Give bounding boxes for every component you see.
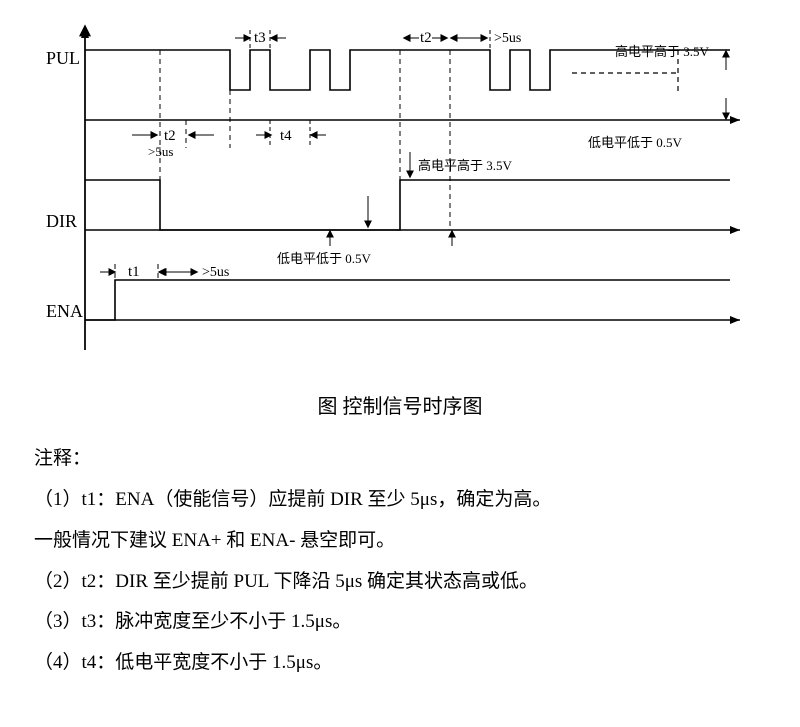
signal-label-ena: ENA xyxy=(46,301,83,321)
t4-label: t4 xyxy=(280,128,292,144)
pul-high-label: 高电平高于 3.5V xyxy=(615,44,710,59)
pul-5us-label: >5us xyxy=(494,31,521,46)
note-item: （1）t1：ENA（使能信号）应提前 DIR 至少 5μs，确定为高。 xyxy=(34,480,770,521)
t3-label: t3 xyxy=(254,30,266,46)
t2-top-label: t2 xyxy=(420,30,432,46)
t2-left-label: t2 xyxy=(164,128,176,144)
dir-high-label: 高电平高于 3.5V xyxy=(418,158,513,173)
figure-caption: 图 控制信号时序图 xyxy=(30,390,770,419)
timing-diagram: PUL DIR ENA xyxy=(30,20,770,370)
note-item: 一般情况下建议 ENA+ 和 ENA- 悬空即可。 xyxy=(34,521,770,562)
ena-waveform xyxy=(85,280,730,320)
signal-label-pul: PUL xyxy=(46,48,80,68)
t1-label: t1 xyxy=(128,264,140,280)
t2-left-sub: >5us xyxy=(148,144,173,159)
notes-heading: 注释： xyxy=(34,439,770,480)
dir-waveform xyxy=(85,180,730,230)
note-item: （4）t4：低电平宽度不小于 1.5μs。 xyxy=(34,643,770,684)
ena-5us-label: >5us xyxy=(202,265,229,280)
notes-section: 注释： （1）t1：ENA（使能信号）应提前 DIR 至少 5μs，确定为高。 … xyxy=(30,439,770,684)
note-item: （3）t3：脉冲宽度至少不小于 1.5μs。 xyxy=(34,602,770,643)
note-item: （2）t2：DIR 至少提前 PUL 下降沿 5μs 确定其状态高或低。 xyxy=(34,562,770,603)
dir-low-label: 低电平低于 0.5V xyxy=(277,251,372,266)
signal-label-dir: DIR xyxy=(46,211,77,231)
pul-low-label: 低电平低于 0.5V xyxy=(588,135,683,150)
